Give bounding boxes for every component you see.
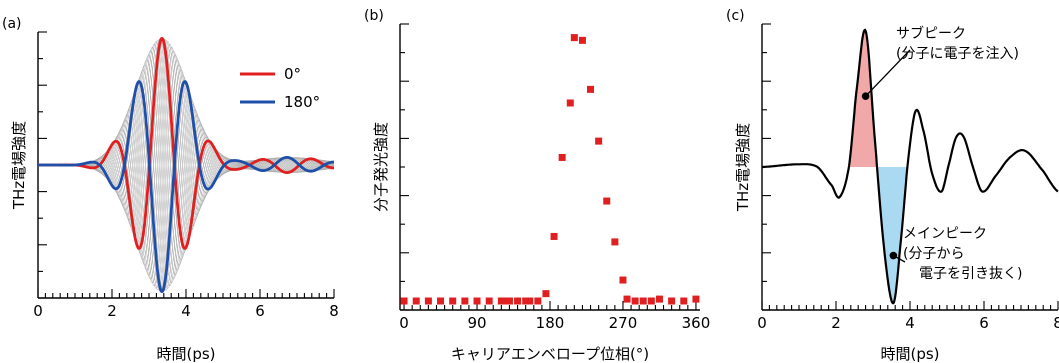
y-axis-title: 分子発光強度: [372, 122, 390, 212]
scatter-point: [603, 197, 611, 205]
x-axis-title: キャリアエンベロープ位相(°): [451, 345, 649, 363]
scatter-point: [611, 238, 619, 246]
scatter-point: [505, 297, 513, 305]
legend: 0° 180°: [240, 65, 320, 111]
x-tick-label: 0: [757, 314, 767, 332]
x-axis-title: 時間(ps): [156, 345, 215, 363]
scatter-point: [566, 99, 574, 107]
scatter-point: [647, 297, 655, 305]
series-line-0deg: [38, 37, 334, 250]
x-axis-title: 時間(ps): [880, 345, 939, 363]
x-tick-label: 8: [1053, 314, 1059, 332]
scatter-point: [595, 137, 603, 145]
background-trace: [38, 50, 335, 280]
x-tick-label: 4: [905, 314, 915, 332]
scatter-point: [680, 297, 688, 305]
annotation-sub-peak: サブピーク (分子に電子を注入): [861, 25, 1019, 100]
legend-label: 180°: [284, 93, 320, 111]
y-axis-title: THz電場強度: [734, 123, 752, 212]
scatter-point: [623, 295, 631, 303]
waveform-line: [762, 28, 1059, 305]
scatter-point: [570, 34, 578, 42]
shaded-region-sub-peak: [849, 29, 879, 187]
scatter-point: [578, 36, 586, 44]
scatter-point: [619, 276, 627, 284]
scatter-point: [542, 290, 550, 298]
annotation-dot: [861, 92, 870, 100]
scatter-point: [497, 297, 505, 305]
annotation-text: (分子から: [903, 246, 964, 262]
scatter-point: [400, 297, 408, 305]
scatter-point: [558, 153, 566, 161]
y-axis-title: THz電場強度: [10, 121, 28, 210]
annotation-text: サブピーク: [896, 25, 966, 42]
scatter-point: [534, 297, 542, 305]
scatter-point: [631, 297, 639, 305]
x-tick-label: 180: [536, 314, 565, 332]
scatter-point: [501, 297, 509, 305]
background-trace: [38, 46, 335, 276]
panel-label: (a): [2, 16, 22, 32]
x-tick-label: 270: [609, 314, 638, 332]
panel-label: (b): [364, 8, 384, 24]
x-tick-label: 2: [107, 302, 117, 320]
scatter-point: [514, 297, 522, 305]
scatter-point: [550, 232, 558, 240]
x-tick-label: 360: [682, 314, 711, 332]
annotation-text: (分子に電子を注入): [896, 46, 1019, 62]
scatter-point: [449, 297, 457, 305]
scatter-point: [473, 297, 481, 305]
scatter-point: [668, 297, 676, 305]
scatter-point: [692, 295, 700, 303]
annotation-leader: [865, 49, 911, 97]
scatter-point: [526, 297, 534, 305]
panel-c-axes: 0 2 4 6 8 時間(ps) THz電場強度 (c): [726, 8, 1059, 363]
x-tick-label: 8: [329, 302, 339, 320]
scatter-point: [412, 297, 420, 305]
legend-label: 0°: [284, 65, 301, 83]
panel-a-axes: 0 2 4 6 8 時間(ps) THz電場強度 (a): [2, 16, 339, 363]
x-tick-label: 2: [831, 314, 841, 332]
scatter-point: [587, 85, 595, 93]
background-trace: [38, 54, 335, 284]
scatter-point: [424, 297, 432, 305]
scatter-point: [522, 297, 530, 305]
annotation-text: メインピーク: [903, 226, 987, 242]
series-line-180deg: [38, 80, 334, 293]
x-tick-label: 90: [467, 314, 486, 332]
scatter-point: [639, 297, 647, 305]
x-tick-label: 0: [399, 314, 409, 332]
scatter-point: [655, 295, 663, 303]
x-tick-label: 4: [181, 302, 191, 320]
scatter-point: [485, 297, 493, 305]
x-tick-label: 6: [255, 302, 265, 320]
x-tick-label: 6: [979, 314, 989, 332]
annotation-dot: [889, 251, 898, 260]
x-tick-label: 0: [33, 302, 43, 320]
shaded-region-main-peak: [878, 160, 909, 304]
scatter-point: [437, 297, 445, 305]
panel-b-axes: 0 90 180 270 360 キャリアエンベロープ位相(°) 分子発光強度 (b): [364, 8, 710, 363]
annotation-text: 電子を引き抜く): [919, 266, 1022, 282]
panel-label: (c): [726, 8, 745, 24]
scatter-point: [461, 297, 469, 305]
scatter-points: [400, 34, 700, 305]
